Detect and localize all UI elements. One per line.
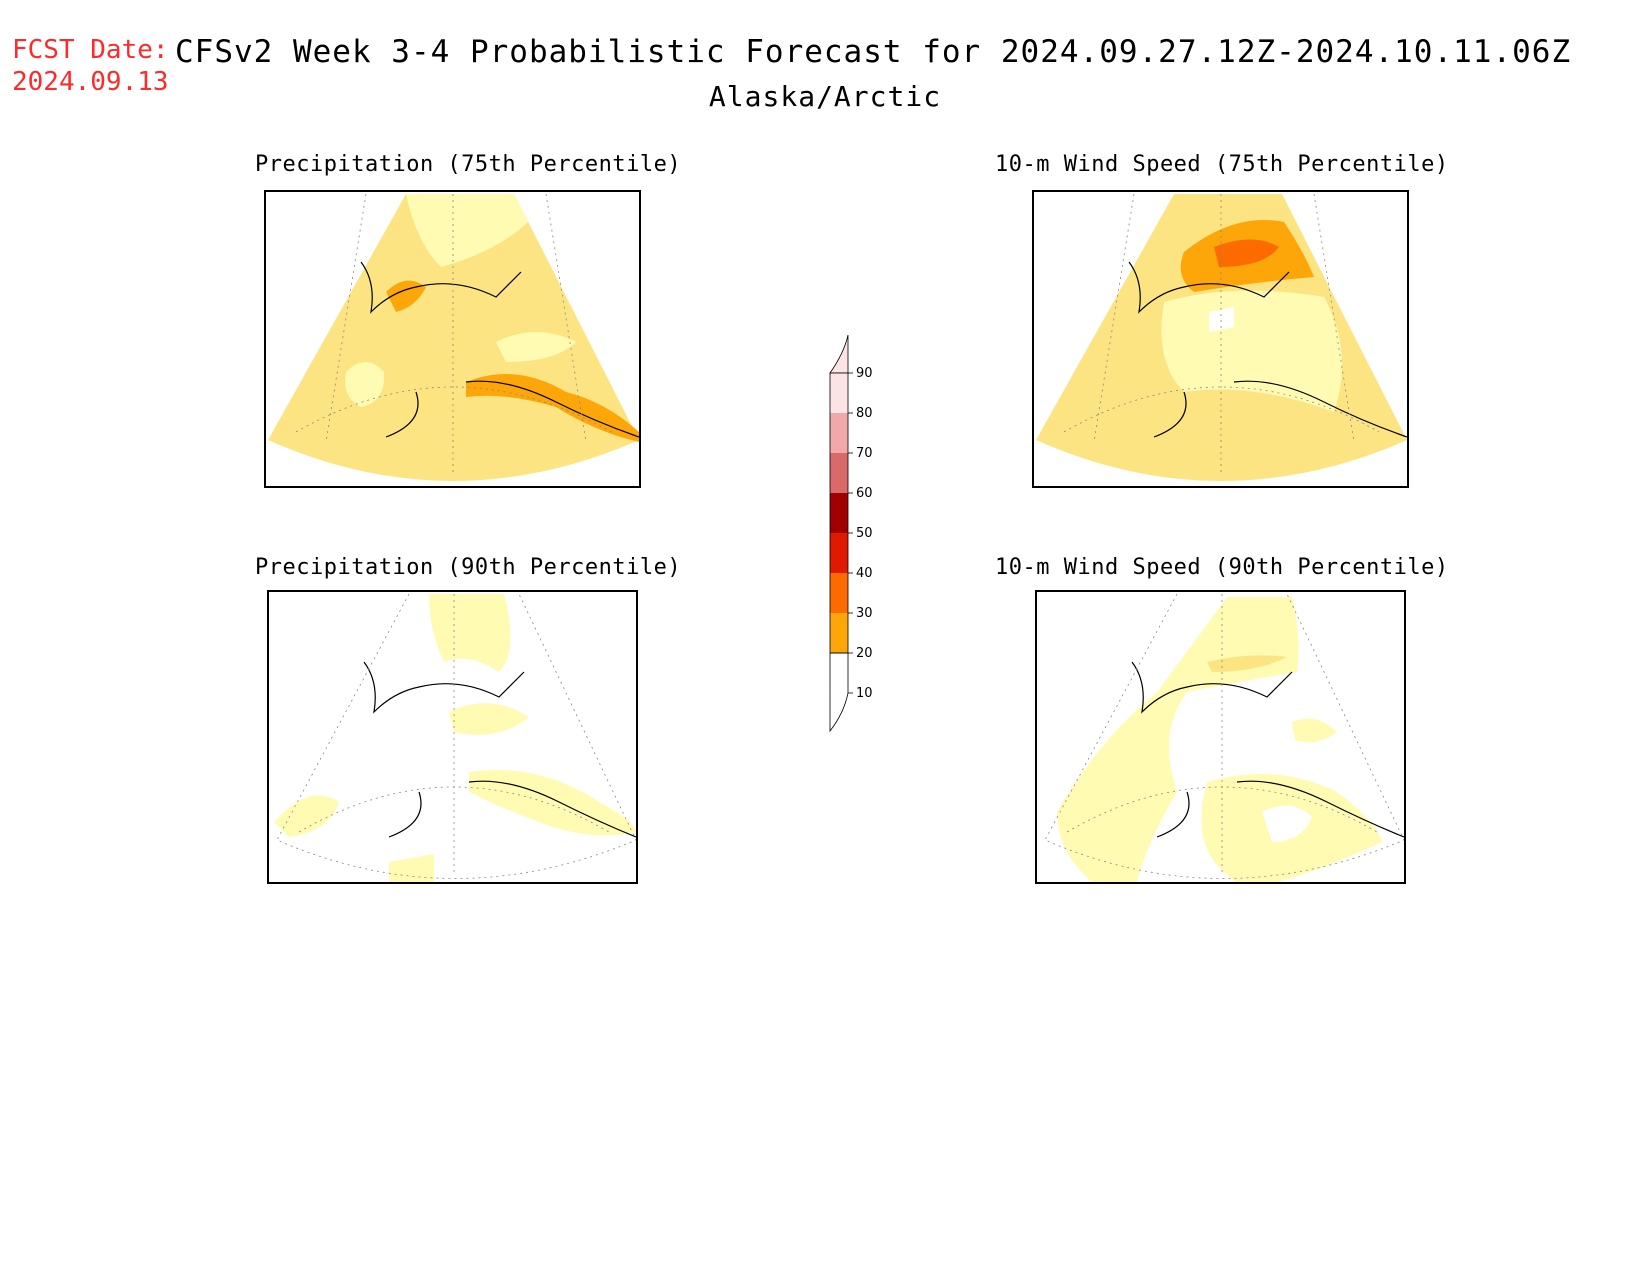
region-subtitle: Alaska/Arctic: [708, 80, 942, 113]
contour-high: [1214, 239, 1279, 267]
contour-mid: [466, 374, 639, 442]
contour-low: [429, 594, 511, 672]
contour-low: [449, 703, 529, 735]
panel-title-precip-75: Precipitation (75th Percentile): [255, 152, 682, 177]
contour-low: [345, 362, 385, 407]
panel-title-wind-90: 10-m Wind Speed (90th Percentile): [995, 555, 1449, 580]
colorbar-tick-label: 80: [856, 406, 873, 421]
colorbar-swatch: [830, 613, 848, 653]
contour-mid: [1207, 655, 1287, 672]
coastline: [360, 261, 639, 438]
contour-low: [469, 770, 636, 836]
map-panel-precip-75: [264, 190, 641, 488]
map-panel-wind-75: [1032, 190, 1409, 488]
colorbar-tick-label: 90: [856, 366, 873, 381]
contour-low: [1209, 307, 1234, 332]
panel-title-precip-90: Precipitation (90th Percentile): [255, 555, 682, 580]
graticule: [1044, 593, 1404, 879]
colorbar-tick-label: 70: [856, 446, 873, 461]
map-panel-wind-90: [1035, 590, 1406, 884]
colorbar-cap-top: [829, 334, 849, 374]
colorbar-tick-label: 60: [856, 486, 873, 501]
graticule: [276, 593, 636, 879]
contour-low: [406, 194, 528, 267]
graticule: [295, 193, 612, 472]
map-domain-fill: [268, 194, 639, 481]
contour-low: [274, 795, 339, 837]
colorbar: 90 80 70 60 50 40 30 20 10: [825, 334, 915, 745]
colorbar-tick-label: 10: [856, 686, 873, 701]
colorbar-tick-label: 40: [856, 566, 873, 581]
colorbar-swatch: [830, 533, 848, 573]
colorbar-swatch: [830, 413, 848, 453]
colorbar-tick-label: 50: [856, 526, 873, 541]
contour-low: [496, 332, 576, 362]
contour-low: [1161, 290, 1342, 412]
contour-low: [1262, 805, 1312, 842]
colorbar-tick-label: 20: [856, 646, 873, 661]
main-title: CFSv2 Week 3-4 Probabilistic Forecast fo…: [175, 34, 1572, 70]
graticule: [1063, 193, 1380, 472]
colorbar-cap-bottom: [829, 652, 849, 733]
colorbar-swatch: [830, 453, 848, 493]
coastline: [1131, 661, 1404, 838]
colorbar-swatch: [830, 573, 848, 613]
colorbar-outline: [829, 372, 849, 654]
fcst-date-label: FCST Date:: [12, 35, 169, 65]
contour-low: [389, 854, 434, 882]
panel-title-wind-75: 10-m Wind Speed (75th Percentile): [995, 152, 1449, 177]
fcst-date-value: 2024.09.13: [12, 67, 169, 97]
contour-low: [1292, 718, 1337, 743]
coastline: [1128, 261, 1407, 438]
colorbar-swatch: [830, 493, 848, 533]
colorbar-tick-label: 30: [856, 606, 873, 621]
contour-mid: [386, 280, 426, 312]
coastline: [363, 661, 636, 838]
map-panel-precip-90: [267, 590, 638, 884]
colorbar-swatch: [830, 373, 848, 413]
